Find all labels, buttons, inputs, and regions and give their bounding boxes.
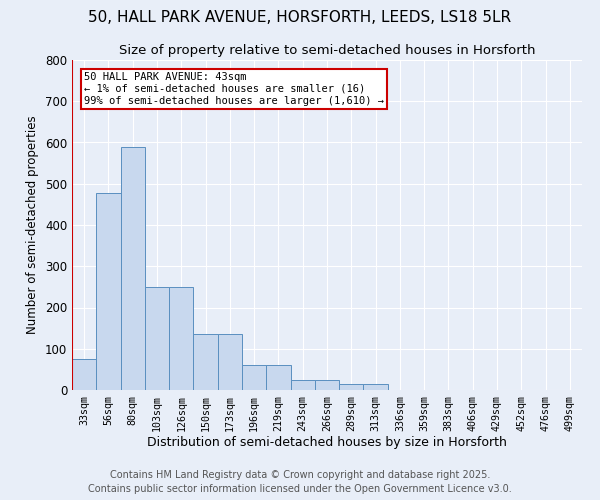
Bar [121,146,145,390]
Bar [169,287,193,390]
Bar [242,365,266,390]
X-axis label: Distribution of semi-detached houses by size in Horsforth: Distribution of semi-detached houses by … [147,436,507,450]
Y-axis label: Number of semi-detached properties: Number of semi-detached properties [26,116,40,334]
Bar [145,287,169,390]
Bar [266,365,290,390]
Bar [290,380,315,390]
Title: Size of property relative to semi-detached houses in Horsforth: Size of property relative to semi-detach… [119,44,535,58]
Bar [364,384,388,390]
Bar [96,193,121,390]
Bar [193,334,218,390]
Text: 50, HALL PARK AVENUE, HORSFORTH, LEEDS, LS18 5LR: 50, HALL PARK AVENUE, HORSFORTH, LEEDS, … [88,10,512,25]
Bar [218,334,242,390]
Text: 50 HALL PARK AVENUE: 43sqm
← 1% of semi-detached houses are smaller (16)
99% of : 50 HALL PARK AVENUE: 43sqm ← 1% of semi-… [84,72,384,106]
Text: Contains HM Land Registry data © Crown copyright and database right 2025.
Contai: Contains HM Land Registry data © Crown c… [88,470,512,494]
Bar [72,359,96,390]
Bar [315,380,339,390]
Bar [339,384,364,390]
